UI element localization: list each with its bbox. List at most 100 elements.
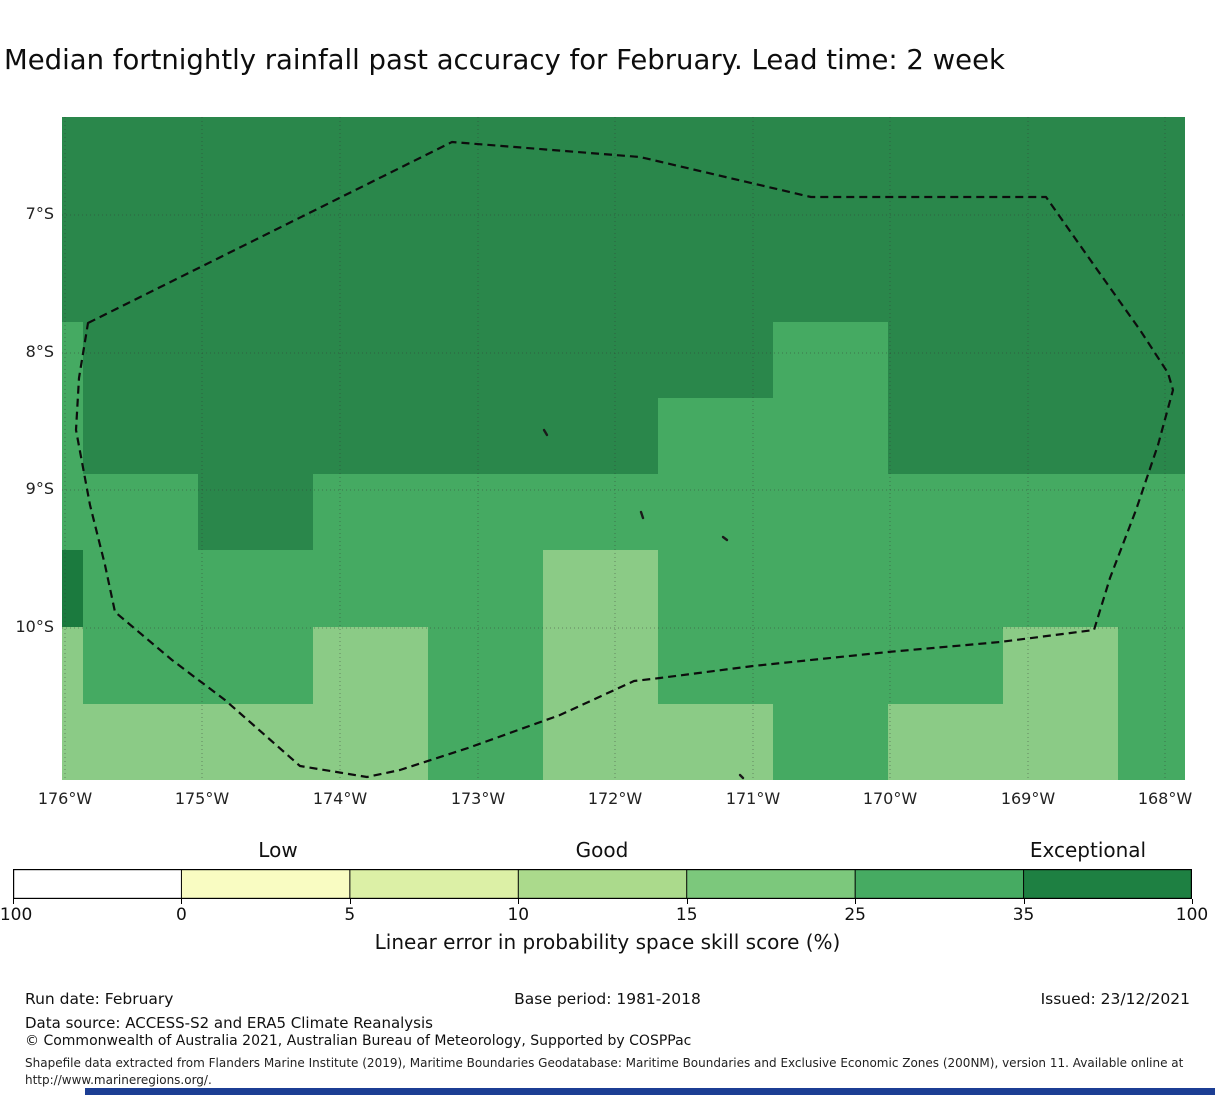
grid-cell xyxy=(1003,550,1118,627)
grid-cell xyxy=(543,322,658,398)
colorbar-tick xyxy=(518,899,520,904)
colorbar-tick-label: 35 xyxy=(1012,905,1035,925)
eez-boundary-line xyxy=(74,140,1175,779)
issued-date-text: Issued: 23/12/2021 xyxy=(1040,990,1190,1008)
grid-cell xyxy=(773,117,888,170)
grid-cell xyxy=(313,398,428,474)
colorbar-segment xyxy=(13,869,182,899)
grid-cell xyxy=(658,550,773,627)
grid-cell xyxy=(1003,474,1118,550)
data-source-text: Data source: ACCESS-S2 and ERA5 Climate … xyxy=(25,1014,433,1032)
rainfall-skill-heatmap xyxy=(62,117,1185,780)
grid-cell xyxy=(313,627,428,704)
grid-cell xyxy=(198,550,313,627)
y-tick-label: 8°S xyxy=(25,342,54,361)
grid-cell xyxy=(658,322,773,398)
grid-cell xyxy=(543,117,658,170)
grid-cell xyxy=(1003,117,1118,170)
grid-cell xyxy=(313,474,428,550)
grid-cell xyxy=(62,474,83,550)
grid-cell xyxy=(198,246,313,322)
island-mark xyxy=(721,535,729,542)
colorbar-category-label: Good xyxy=(575,838,629,862)
grid-cell xyxy=(83,117,198,170)
grid-cell xyxy=(428,474,543,550)
grid-cell xyxy=(1118,398,1185,474)
grid-cell xyxy=(888,117,1003,170)
grid-cell xyxy=(83,474,198,550)
colorbar-tick-label: -100 xyxy=(0,905,33,925)
grid-cell xyxy=(773,398,888,474)
grid-cell xyxy=(198,704,313,780)
grid-cell xyxy=(313,246,428,322)
colorbar-tick-label: 15 xyxy=(675,905,698,925)
y-tick-label: 9°S xyxy=(25,479,54,498)
colorbar-tick-label: 100 xyxy=(1175,905,1209,925)
grid-cell xyxy=(773,627,888,704)
grid-cell xyxy=(773,322,888,398)
grid-cell xyxy=(428,170,543,246)
x-tick-label: 169°W xyxy=(1000,789,1056,808)
grid-cell xyxy=(1003,704,1118,780)
grid-cell xyxy=(83,322,198,398)
colorbar-segment xyxy=(1023,869,1192,899)
colorbar-tick-label: 10 xyxy=(507,905,530,925)
colorbar-segment xyxy=(686,869,856,899)
colorbar-segment xyxy=(181,869,350,899)
grid-cell xyxy=(428,322,543,398)
grid-cell xyxy=(658,474,773,550)
grid-cell xyxy=(1003,398,1118,474)
base-period-text: Base period: 1981-2018 xyxy=(514,990,701,1008)
colorbar-frame xyxy=(13,869,1192,899)
grid-cell xyxy=(1118,170,1185,246)
grid-cell xyxy=(313,322,428,398)
grid-cell xyxy=(543,398,658,474)
x-tick-label: 172°W xyxy=(587,789,643,808)
grid-cell xyxy=(888,170,1003,246)
grid-cell xyxy=(428,398,543,474)
grid-cell xyxy=(543,246,658,322)
grid-cell xyxy=(198,322,313,398)
colorbar-segment xyxy=(855,869,1024,899)
grid-cell xyxy=(198,627,313,704)
colorbar-axis-label: Linear error in probability space skill … xyxy=(374,930,841,954)
grid-cell xyxy=(543,474,658,550)
grid-cell xyxy=(198,170,313,246)
colorbar-tick xyxy=(686,899,688,904)
island-mark xyxy=(738,773,745,780)
grid-cell xyxy=(62,117,83,170)
grid-cell xyxy=(888,398,1003,474)
shapefile-attribution-text: Shapefile data extracted from Flanders M… xyxy=(25,1056,1184,1087)
grid-cell xyxy=(198,398,313,474)
x-tick-label: 168°W xyxy=(1137,789,1193,808)
run-date-text: Run date: February xyxy=(25,990,174,1008)
grid-cell xyxy=(658,704,773,780)
colorbar-tick xyxy=(181,899,183,904)
colorbar xyxy=(13,869,1192,899)
grid-cell xyxy=(313,550,428,627)
copyright-text: © Commonwealth of Australia 2021, Austra… xyxy=(25,1033,692,1049)
grid-cell xyxy=(313,704,428,780)
colorbar-segment xyxy=(349,869,519,899)
grid-cell xyxy=(428,704,543,780)
colorbar-tick-label: 0 xyxy=(176,905,187,925)
grid-cell xyxy=(1003,246,1118,322)
x-tick-label: 175°W xyxy=(174,789,230,808)
grid-cell xyxy=(428,550,543,627)
x-tick-label: 173°W xyxy=(450,789,506,808)
colorbar-category-label: Exceptional xyxy=(1029,838,1147,862)
grid-cell xyxy=(83,170,198,246)
grid-cell xyxy=(62,170,83,246)
grid-cell xyxy=(543,704,658,780)
x-tick-label: 171°W xyxy=(725,789,781,808)
grid-cell xyxy=(1118,627,1185,704)
colorbar-tick xyxy=(349,899,351,904)
grid-cell xyxy=(773,246,888,322)
grid-cell xyxy=(888,246,1003,322)
grid-cell xyxy=(62,627,83,704)
y-tick-label: 7°S xyxy=(25,204,54,223)
grid-cell xyxy=(83,704,198,780)
grid-cell xyxy=(543,627,658,704)
grid-cell xyxy=(62,322,83,398)
grid-cell xyxy=(773,170,888,246)
